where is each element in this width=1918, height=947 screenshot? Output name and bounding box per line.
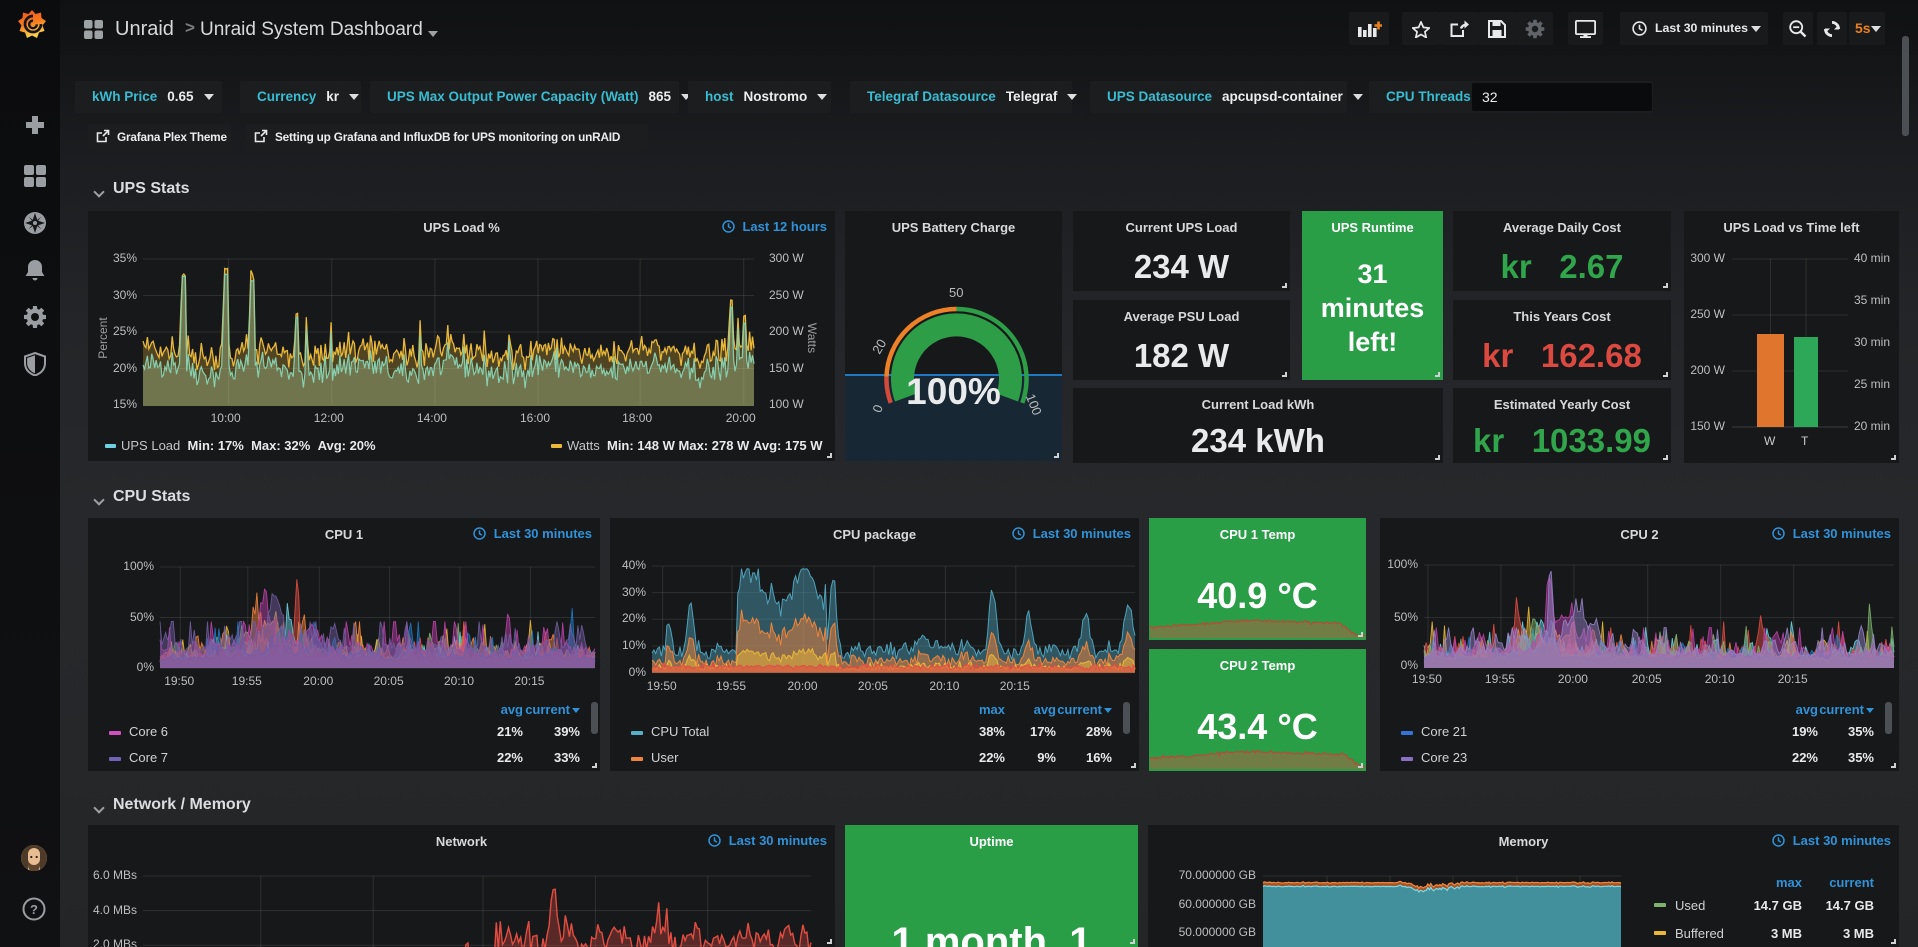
svg-text:?: ? — [30, 902, 38, 917]
